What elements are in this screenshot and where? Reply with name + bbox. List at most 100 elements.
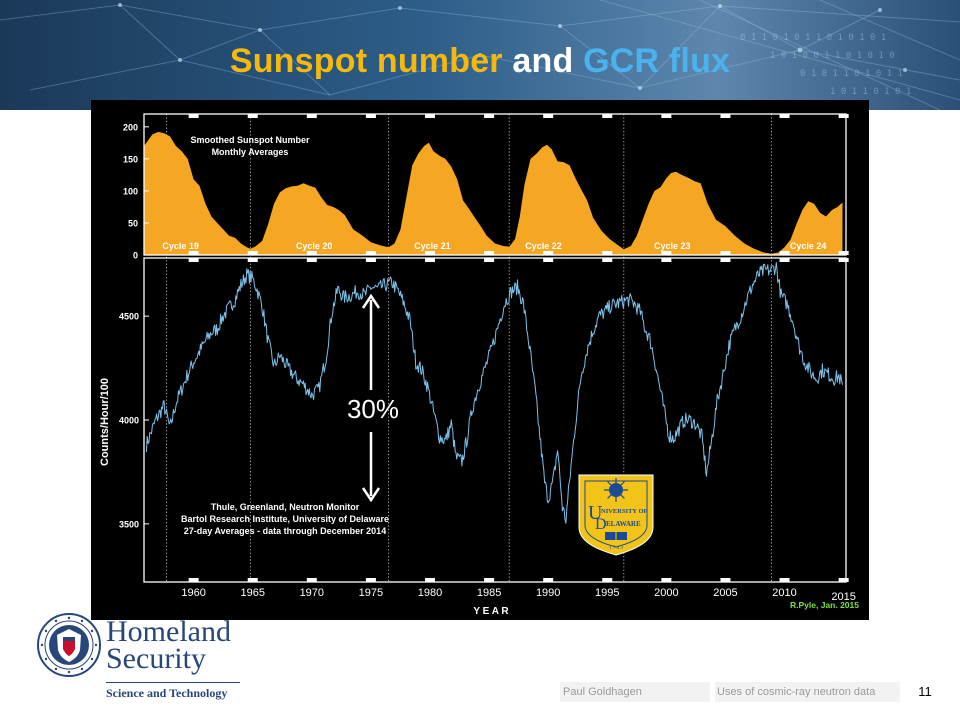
neutron-y-tick-label: 3500 — [119, 519, 139, 529]
year-tick-label: 1975 — [359, 587, 383, 599]
year-tick-mark — [365, 578, 376, 582]
svg-text:1 0 1 1 0 1 0 1: 1 0 1 1 0 1 0 1 — [830, 87, 911, 97]
year-tick-mark — [661, 258, 672, 262]
year-tick-mark — [188, 258, 199, 262]
year-tick-mark — [838, 114, 849, 118]
year-tick-mark — [306, 578, 317, 582]
year-tick-label: 1960 — [181, 587, 205, 599]
org-name-line2: Security — [106, 642, 206, 675]
svg-text:0 1 0 1 1 0 1 0 1 1: 0 1 0 1 1 0 1 0 1 1 — [800, 69, 903, 79]
chart-figure: 0 50 100 150 200 Smoothed Sunspot Number Mon… — [99, 113, 859, 617]
year-tick-mark — [661, 114, 672, 118]
svg-text:0 1 1 0 1 0 1 1 0 1 0 1 0 1: 0 1 1 0 1 0 1 1 0 1 0 1 0 1 — [740, 33, 886, 43]
slide-title-sunspot: Sunspot number — [229, 42, 503, 80]
slide-title-gcr: GCR flux — [583, 42, 731, 80]
year-tick-label: 1985 — [477, 587, 501, 599]
thirty-percent-annotation: 30% — [347, 394, 399, 424]
ud-logo-letter-d: D — [595, 516, 607, 533]
sunspot-y-tick-label: 150 — [123, 154, 138, 164]
year-tick-mark — [425, 578, 435, 582]
year-tick-mark — [365, 114, 376, 118]
cycle-label: Cycle 21 — [414, 241, 451, 251]
year-tick-mark — [838, 251, 849, 255]
year-tick-mark — [306, 114, 317, 118]
ud-logo-line1: NIVERSITY OF — [601, 508, 648, 515]
neutron-chart-subtitle: Bartol Research Institute, University of… — [181, 514, 389, 524]
year-tick-mark — [425, 114, 435, 118]
year-tick-mark — [543, 114, 554, 118]
sunspot-y-tick-label: 50 — [128, 218, 138, 228]
year-tick-mark — [247, 114, 258, 118]
neutron-y-axis-label: Counts/Hour/100 — [99, 378, 111, 466]
chart-credit: R.Pyle, Jan. 2015 — [790, 600, 859, 610]
org-division: Science and Technology — [106, 686, 228, 700]
year-tick-label: 2015 — [831, 591, 855, 603]
cycle-labels: Cycle 19 Cycle 20 Cycle 21 Cycle 22 Cycle 23… — [162, 241, 826, 251]
year-tick-mark — [543, 578, 554, 582]
year-tick-mark — [602, 258, 613, 262]
sunspot-chart-subtitle: Monthly Averages — [212, 147, 289, 157]
sunspot-chart-title: Smoothed Sunspot Number — [191, 135, 310, 145]
slide-title: Sunspot number and GCR flux — [0, 42, 960, 81]
year-tick-mark — [661, 251, 672, 255]
org-name: Homeland Security — [106, 615, 231, 675]
year-tick-mark — [188, 251, 199, 255]
year-tick-mark — [720, 258, 731, 262]
year-tick-mark — [365, 251, 376, 255]
year-tick-label: 1980 — [418, 587, 442, 599]
chart-panel: 0 50 100 150 200 Smoothed Sunspot Number Mon… — [91, 100, 869, 620]
neutron-chart: 3500 4000 4500 1960 1965 1970 1975 1980 1985 199… — [99, 114, 859, 617]
year-tick-mark — [602, 578, 613, 582]
year-tick-mark — [484, 258, 495, 262]
sunspot-plot-frame — [143, 113, 847, 256]
year-tick-mark — [188, 578, 199, 582]
neutron-y-tick-label: 4500 — [119, 312, 139, 322]
year-tick-label: 1970 — [300, 587, 324, 599]
university-of-delaware-logo: U NIVERSITY OF D ELAWARE 1 7 4 3 — [578, 474, 654, 556]
neutron-chart-title: Thule, Greenland, Neutron Monitor — [211, 502, 360, 512]
year-tick-mark — [720, 251, 731, 255]
cycle-label: Cycle 23 — [654, 241, 691, 251]
year-tick-mark — [779, 258, 790, 262]
cycle-label: Cycle 22 — [525, 241, 562, 251]
year-tick-mark — [720, 114, 731, 118]
year-tick-label: 1990 — [536, 587, 560, 599]
dhs-seal-icon — [37, 613, 101, 677]
sunspot-y-tick-label: 200 — [123, 122, 138, 132]
sunspot-y-tick-label: 0 — [133, 251, 138, 261]
year-tick-mark — [247, 258, 258, 262]
year-tick-mark — [484, 114, 495, 118]
year-tick-label: 2005 — [713, 587, 737, 599]
ud-logo-line2: ELAWARE — [606, 520, 641, 528]
year-tick-label: 2010 — [772, 587, 796, 599]
year-tick-mark — [602, 251, 613, 255]
year-tick-label: 1995 — [595, 587, 619, 599]
header-banner: 0 1 1 0 1 0 1 1 0 1 0 1 0 1 1 0 1 0 0 1 … — [0, 0, 960, 110]
org-name-line1: Homeland — [106, 615, 231, 648]
year-x-axis-label: Y E A R — [473, 606, 509, 617]
year-tick-mark — [306, 258, 317, 262]
year-tick-mark — [602, 114, 613, 118]
footer-topic-box: Uses of cosmic-ray neutron data — [715, 682, 900, 702]
year-tick-mark — [779, 114, 790, 118]
slide-title-and: and — [512, 42, 574, 80]
sunspot-y-tick-label: 100 — [123, 186, 138, 196]
year-tick-mark — [543, 258, 554, 262]
year-tick-mark — [779, 251, 790, 255]
sunspot-chart: 0 50 100 150 200 Smoothed Sunspot Number Mon… — [123, 113, 847, 261]
year-tick-label: 2000 — [654, 587, 678, 599]
cycle-label: Cycle 20 — [296, 241, 333, 251]
year-tick-mark — [720, 578, 731, 582]
cycle-label: Cycle 24 — [790, 241, 827, 251]
sunspot-area-series — [144, 131, 843, 255]
year-tick-mark — [484, 578, 495, 582]
neutron-y-tick-label: 4000 — [119, 416, 139, 426]
neutron-chart-note: 27-day Averages - data through December … — [184, 526, 386, 536]
footer-author-box: Paul Goldhagen — [560, 682, 710, 702]
svg-text:1 0 1 0 0 1 1 0 1 0 1 0: 1 0 1 0 0 1 1 0 1 0 1 0 — [770, 51, 895, 61]
year-tick-mark — [425, 251, 435, 255]
neutron-y-axis: 3500 4000 4500 — [119, 312, 149, 529]
cycle-label: Cycle 19 — [162, 241, 199, 251]
year-tick-mark — [661, 578, 672, 582]
ud-logo-year: 1 7 4 3 — [609, 546, 623, 551]
